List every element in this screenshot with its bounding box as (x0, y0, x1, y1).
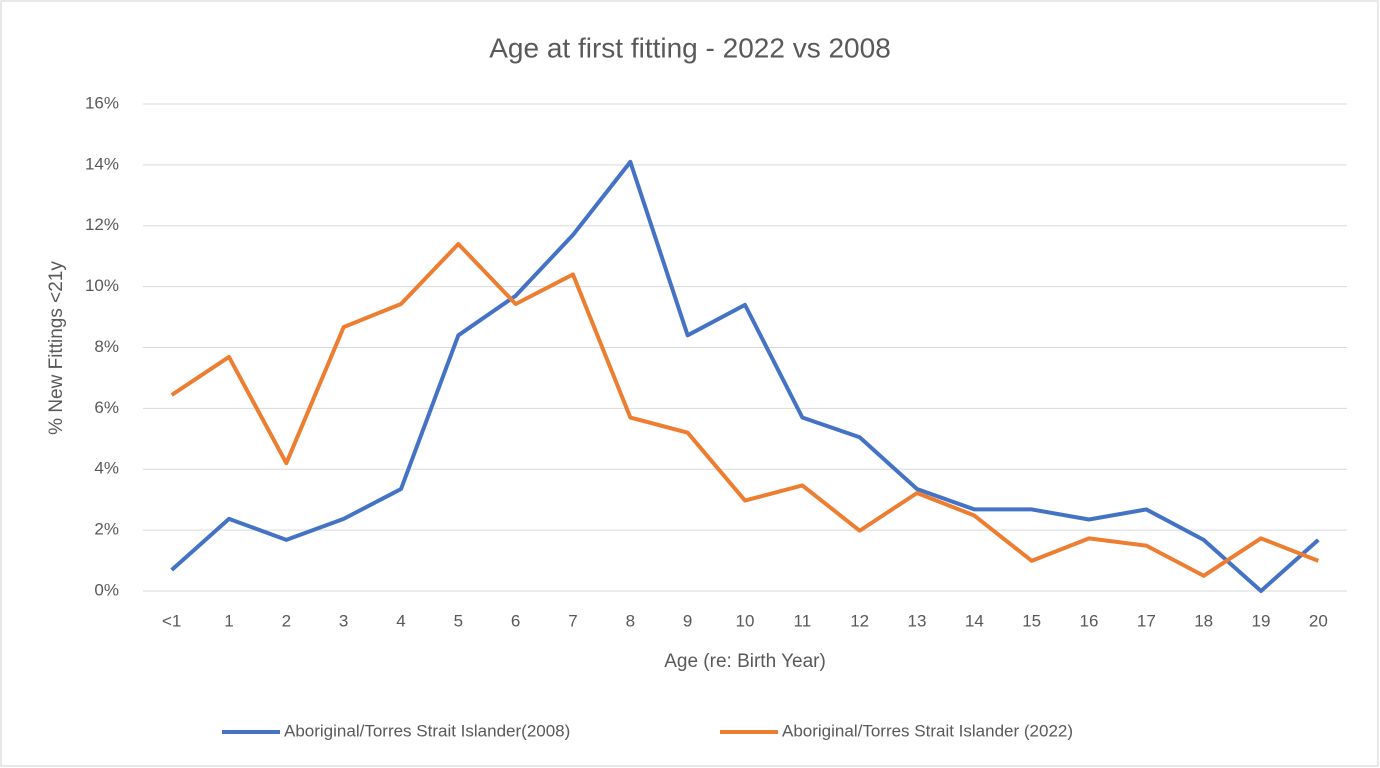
chart-title: Age at first fitting - 2022 vs 2008 (489, 32, 891, 63)
x-axis-title: Age (re: Birth Year) (664, 651, 826, 672)
y-tick-label: 8% (94, 337, 119, 356)
x-tick-label: 4 (396, 611, 405, 630)
x-tick-label: 6 (511, 611, 520, 630)
x-tick-label: 3 (339, 611, 348, 630)
y-tick-label: 2% (94, 520, 119, 539)
y-tick-label: 4% (94, 459, 119, 478)
x-tick-label: 2 (282, 611, 291, 630)
series-line (170, 242, 1320, 578)
x-tick-label: 11 (794, 611, 812, 630)
x-tick-label: 14 (965, 611, 984, 630)
y-tick-label: 10% (85, 276, 119, 295)
y-tick-label: 12% (85, 215, 119, 234)
x-tick-label: 19 (1252, 611, 1271, 630)
x-tick-label: 18 (1194, 611, 1213, 630)
y-tick-label: 6% (94, 398, 119, 417)
x-tick-label: 9 (683, 611, 692, 630)
x-tick-label: 15 (1022, 611, 1041, 630)
legend-label: Aboriginal/Torres Strait Islander (2022) (782, 721, 1073, 740)
y-axis-title: % New Fittings <21y (46, 261, 67, 435)
x-tick-label: 10 (736, 611, 755, 630)
x-tick-label: 1 (224, 611, 233, 630)
series-line (170, 159, 1320, 593)
x-tick-label: 16 (1080, 611, 1099, 630)
x-tick-label: 17 (1137, 611, 1156, 630)
y-tick-label: 16% (85, 93, 119, 112)
legend-label: Aboriginal/Torres Strait Islander(2008) (284, 721, 570, 740)
x-tick-label: 13 (908, 611, 927, 630)
x-tick-label: 8 (626, 611, 635, 630)
y-tick-label: 14% (85, 154, 119, 173)
x-tick-label: 12 (850, 611, 869, 630)
x-tick-label: 20 (1309, 611, 1328, 630)
x-tick-label: 7 (568, 611, 577, 630)
y-tick-label: 0% (94, 580, 119, 599)
x-tick-label: 5 (454, 611, 463, 630)
x-tick-label: <1 (162, 611, 181, 630)
